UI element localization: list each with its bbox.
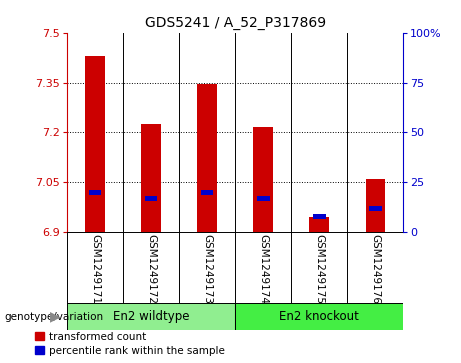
Bar [197, 84, 217, 232]
Bar [366, 179, 385, 232]
Text: GSM1249171: GSM1249171 [90, 234, 100, 305]
Legend: transformed count, percentile rank within the sample: transformed count, percentile rank withi… [35, 332, 225, 355]
Bar [89, 190, 101, 195]
Title: GDS5241 / A_52_P317869: GDS5241 / A_52_P317869 [145, 16, 325, 30]
Bar [257, 196, 270, 200]
Text: GSM1249172: GSM1249172 [146, 234, 156, 305]
Bar [369, 206, 382, 211]
Bar [201, 190, 213, 195]
Text: GSM1249173: GSM1249173 [202, 234, 212, 305]
Text: ▶: ▶ [50, 310, 61, 324]
Text: GSM1249174: GSM1249174 [258, 234, 268, 305]
Bar [141, 124, 161, 232]
Text: En2 wildtype: En2 wildtype [113, 310, 189, 323]
Bar [145, 196, 157, 200]
Bar [313, 214, 325, 219]
Bar [254, 127, 273, 232]
Text: genotype/variation: genotype/variation [5, 312, 104, 322]
Bar [85, 56, 105, 232]
Text: GSM1249175: GSM1249175 [314, 234, 324, 305]
Bar [235, 303, 403, 330]
Text: GSM1249176: GSM1249176 [370, 234, 380, 305]
Text: En2 knockout: En2 knockout [279, 310, 359, 323]
Bar [67, 303, 235, 330]
Bar [309, 217, 329, 232]
